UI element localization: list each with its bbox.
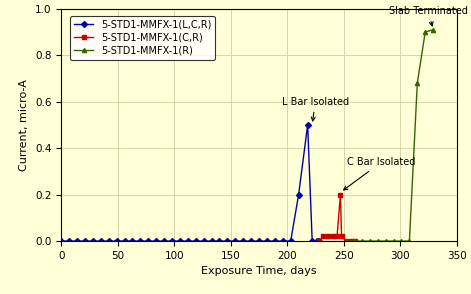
5-STD1-MMFX-1(L,C,R) <box>225 239 230 243</box>
5-STD1-MMFX-1(C,R) <box>339 235 344 238</box>
Line: 5-STD1-MMFX-1(R): 5-STD1-MMFX-1(R) <box>344 28 435 243</box>
5-STD1-MMFX-1(C,R) <box>343 239 349 243</box>
5-STD1-MMFX-1(L,C,R) <box>66 239 72 243</box>
5-STD1-MMFX-1(R) <box>367 239 373 243</box>
5-STD1-MMFX-1(L,C,R) <box>58 239 64 243</box>
5-STD1-MMFX-1(L,C,R) <box>138 239 143 243</box>
5-STD1-MMFX-1(L,C,R) <box>248 239 254 243</box>
5-STD1-MMFX-1(L,C,R) <box>146 239 151 243</box>
5-STD1-MMFX-1(R) <box>391 239 397 243</box>
5-STD1-MMFX-1(L,C,R) <box>193 239 199 243</box>
5-STD1-MMFX-1(L,C,R) <box>74 239 80 243</box>
5-STD1-MMFX-1(R) <box>430 28 436 31</box>
Legend: 5-STD1-MMFX-1(L,C,R), 5-STD1-MMFX-1(C,R), 5-STD1-MMFX-1(R): 5-STD1-MMFX-1(L,C,R), 5-STD1-MMFX-1(C,R)… <box>70 16 215 60</box>
5-STD1-MMFX-1(L,C,R) <box>309 239 315 243</box>
5-STD1-MMFX-1(R) <box>343 239 349 243</box>
5-STD1-MMFX-1(L,C,R) <box>240 239 246 243</box>
5-STD1-MMFX-1(L,C,R) <box>314 239 319 243</box>
5-STD1-MMFX-1(C,R) <box>330 235 335 238</box>
5-STD1-MMFX-1(L,C,R) <box>201 239 206 243</box>
5-STD1-MMFX-1(L,C,R) <box>106 239 112 243</box>
Text: L Bar Isolated: L Bar Isolated <box>282 97 349 121</box>
Line: 5-STD1-MMFX-1(C,R): 5-STD1-MMFX-1(C,R) <box>317 193 357 243</box>
5-STD1-MMFX-1(C,R) <box>321 235 326 238</box>
5-STD1-MMFX-1(L,C,R) <box>288 239 293 243</box>
5-STD1-MMFX-1(L,C,R) <box>296 193 301 196</box>
5-STD1-MMFX-1(R) <box>398 239 404 243</box>
5-STD1-MMFX-1(L,C,R) <box>161 239 167 243</box>
Line: 5-STD1-MMFX-1(L,C,R): 5-STD1-MMFX-1(L,C,R) <box>59 123 321 243</box>
5-STD1-MMFX-1(L,C,R) <box>316 239 322 243</box>
Y-axis label: Current, micro-A: Current, micro-A <box>19 79 30 171</box>
5-STD1-MMFX-1(R) <box>422 30 428 34</box>
5-STD1-MMFX-1(R) <box>351 239 357 243</box>
Text: Slab Terminated: Slab Terminated <box>389 6 468 26</box>
5-STD1-MMFX-1(C,R) <box>325 235 331 238</box>
5-STD1-MMFX-1(L,C,R) <box>90 239 96 243</box>
5-STD1-MMFX-1(C,R) <box>348 239 353 243</box>
5-STD1-MMFX-1(R) <box>375 239 381 243</box>
5-STD1-MMFX-1(R) <box>383 239 389 243</box>
5-STD1-MMFX-1(L,C,R) <box>305 123 310 127</box>
5-STD1-MMFX-1(L,C,R) <box>177 239 183 243</box>
5-STD1-MMFX-1(L,C,R) <box>280 239 285 243</box>
5-STD1-MMFX-1(L,C,R) <box>264 239 270 243</box>
5-STD1-MMFX-1(C,R) <box>316 239 322 243</box>
5-STD1-MMFX-1(L,C,R) <box>256 239 262 243</box>
5-STD1-MMFX-1(L,C,R) <box>154 239 159 243</box>
5-STD1-MMFX-1(R) <box>359 239 365 243</box>
5-STD1-MMFX-1(L,C,R) <box>217 239 222 243</box>
X-axis label: Exposure Time, days: Exposure Time, days <box>201 266 317 276</box>
5-STD1-MMFX-1(L,C,R) <box>122 239 127 243</box>
5-STD1-MMFX-1(L,C,R) <box>272 239 278 243</box>
5-STD1-MMFX-1(L,C,R) <box>185 239 191 243</box>
5-STD1-MMFX-1(R) <box>414 81 420 85</box>
5-STD1-MMFX-1(R) <box>406 239 412 243</box>
5-STD1-MMFX-1(C,R) <box>334 235 340 238</box>
5-STD1-MMFX-1(L,C,R) <box>233 239 238 243</box>
5-STD1-MMFX-1(L,C,R) <box>209 239 214 243</box>
5-STD1-MMFX-1(L,C,R) <box>98 239 104 243</box>
5-STD1-MMFX-1(L,C,R) <box>114 239 120 243</box>
5-STD1-MMFX-1(C,R) <box>338 193 343 196</box>
5-STD1-MMFX-1(L,C,R) <box>169 239 175 243</box>
5-STD1-MMFX-1(L,C,R) <box>82 239 88 243</box>
Text: C Bar Isolated: C Bar Isolated <box>344 157 415 190</box>
5-STD1-MMFX-1(L,C,R) <box>130 239 135 243</box>
5-STD1-MMFX-1(C,R) <box>352 239 358 243</box>
